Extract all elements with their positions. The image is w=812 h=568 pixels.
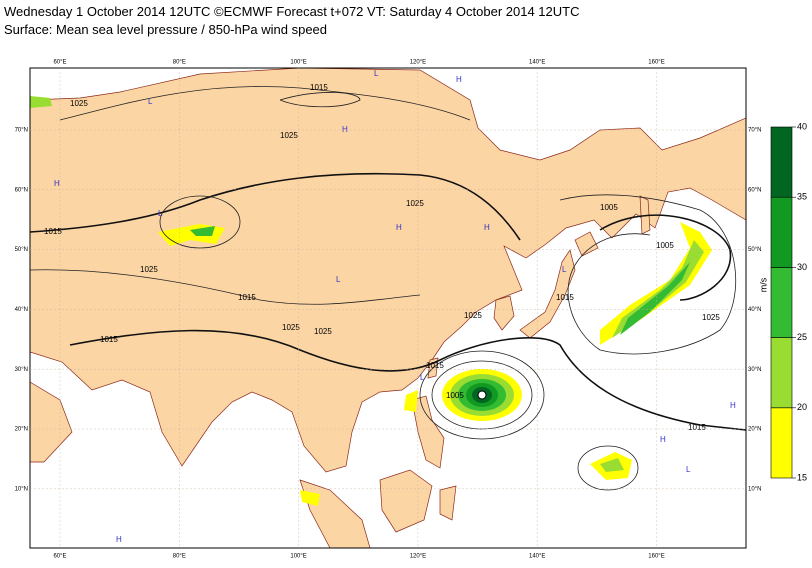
graticule-labels: 60°E 60°E 80°E 80°E 100°E 100°E 120°E 120°E 140°… <box>15 60 762 560</box>
colorbar-segment <box>770 126 793 198</box>
subtitle: Surface: Mean sea level pressure / 850-h… <box>4 22 327 37</box>
pressure-centre: H <box>660 435 666 444</box>
pressure-centre: H <box>730 401 736 410</box>
longitude-label: 120°E <box>410 60 426 66</box>
pressure-centre: L <box>420 373 425 382</box>
isobar-label: 1025 <box>464 311 482 320</box>
pressure-centre: L <box>336 275 341 284</box>
colorbar-tick-label: 35 <box>797 192 807 202</box>
isobar-label: 1015 <box>688 423 706 432</box>
isobar-label: 1025 <box>280 131 298 140</box>
colorbar-tick-label: 30 <box>797 262 807 272</box>
isobar-label: 1025 <box>140 265 158 274</box>
colorbar: m/s 15 20 25 30 35 40 <box>758 121 807 482</box>
pressure-centre: L <box>686 465 691 474</box>
isobar-label: 1025 <box>282 323 300 332</box>
pressure-centre: L <box>148 97 153 106</box>
isobar-label: 1015 <box>238 293 256 302</box>
map: 1025 1015 1025 1015 1025 1015 1025 1025 … <box>29 67 747 549</box>
longitude-label: 80°E <box>173 60 186 66</box>
colorbar-segment <box>770 337 793 409</box>
colorbar-segment <box>770 267 793 338</box>
latitude-label: 50°N <box>748 247 761 253</box>
colorbar-tick-label: 15 <box>797 472 807 482</box>
longitude-label: 140°E <box>529 554 545 560</box>
latitude-label: 60°N <box>748 187 761 193</box>
latitude-label: 10°N <box>748 486 761 492</box>
pressure-centre: H <box>54 179 60 188</box>
pressure-centre: H <box>342 125 348 134</box>
colorbar-tick-label: 40 <box>797 121 807 131</box>
isobar-label: 1015 <box>426 361 444 370</box>
longitude-label: 160°E <box>648 554 664 560</box>
pressure-centres: H L H L H L H L H L H L H L H <box>54 69 736 544</box>
wind-shading <box>30 96 712 506</box>
latitude-label: 50°N <box>15 247 28 253</box>
isobar-label: 1025 <box>314 327 332 336</box>
pressure-centre: H <box>116 535 122 544</box>
map-frame <box>29 67 747 549</box>
isobar-label: 1005 <box>446 391 464 400</box>
isobar-label: 1025 <box>702 313 720 322</box>
longitude-label: 80°E <box>173 554 186 560</box>
latitude-label: 40°N <box>15 307 28 313</box>
isobar-label: 1015 <box>310 83 328 92</box>
isobar-label: 1025 <box>70 99 88 108</box>
longitude-label: 160°E <box>648 60 664 66</box>
latitude-label: 30°N <box>748 367 761 373</box>
isobar-label: 1025 <box>406 199 424 208</box>
latitude-label: 70°N <box>15 128 28 134</box>
isobar-label: 1015 <box>44 227 62 236</box>
pressure-centre: H <box>456 75 462 84</box>
pressure-centre: L <box>374 69 379 78</box>
latitude-label: 20°N <box>15 427 28 433</box>
colorbar-tick-label: 25 <box>797 332 807 342</box>
longitude-label: 60°E <box>53 554 66 560</box>
isobar-label: 1015 <box>556 293 574 302</box>
pressure-centre: H <box>396 223 402 232</box>
longitude-label: 140°E <box>529 60 545 66</box>
latitude-label: 10°N <box>15 486 28 492</box>
isobar-label: 1015 <box>100 335 118 344</box>
longitude-label: 100°E <box>290 60 306 66</box>
isobar-labels: 1025 1015 1025 1015 1025 1015 1025 1025 … <box>44 83 720 432</box>
longitude-label: 100°E <box>290 554 306 560</box>
longitude-label: 120°E <box>410 554 426 560</box>
pressure-centre: H <box>484 223 490 232</box>
latitude-label: 40°N <box>748 307 761 313</box>
latitude-label: 70°N <box>748 128 761 134</box>
latitude-label: 30°N <box>15 367 28 373</box>
isobar-label: 1005 <box>600 203 618 212</box>
pressure-centre: L <box>562 265 567 274</box>
isobar-label: 1005 <box>656 241 674 250</box>
latitude-label: 20°N <box>748 427 761 433</box>
title: Wednesday 1 October 2014 12UTC ©ECMWF Fo… <box>4 4 579 19</box>
colorbar-tick-label: 20 <box>797 402 807 412</box>
latitude-label: 60°N <box>15 187 28 193</box>
longitude-label: 60°E <box>53 60 66 66</box>
colorbar-unit: m/s <box>758 277 768 292</box>
pressure-centre: L <box>158 209 163 218</box>
colorbar-segment <box>770 196 793 268</box>
isobars <box>30 86 746 491</box>
colorbar-segment <box>770 407 793 479</box>
